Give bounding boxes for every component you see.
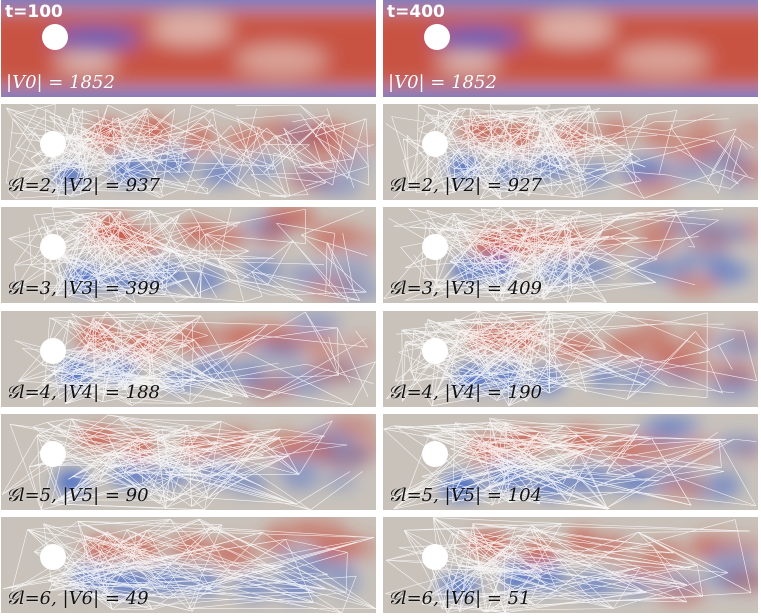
graph-level-panel: 𝒢l=3, |V3| = 399 bbox=[1, 207, 376, 303]
graph-level-panel: 𝒢l=2, |V2| = 927 bbox=[383, 104, 758, 200]
graph-level-label: 𝒢l=6, |V6| = 49 bbox=[6, 588, 149, 609]
graph-level-panel: 𝒢l=3, |V3| = 409 bbox=[383, 207, 758, 303]
flow-field-image bbox=[1, 0, 376, 97]
graph-overlay-image bbox=[383, 207, 758, 303]
graph-level-panel: 𝒢l=5, |V5| = 90 bbox=[1, 414, 376, 510]
graph-level-panel: 𝒢l=4, |V4| = 188 bbox=[1, 311, 376, 407]
graph-overlay-image bbox=[1, 517, 376, 613]
graph-level-label: 𝒢l=2, |V2| = 937 bbox=[6, 175, 161, 196]
graph-level-panel: 𝒢l=2, |V2| = 937 bbox=[1, 104, 376, 200]
graph-level-label: 𝒢l=3, |V3| = 409 bbox=[388, 278, 543, 299]
graph-overlay-image bbox=[383, 311, 758, 407]
graph-overlay-image bbox=[1, 311, 376, 407]
graph-level-label: 𝒢l=4, |V4| = 190 bbox=[388, 382, 543, 403]
node-count-label: |V0| = 1852 bbox=[388, 72, 497, 93]
time-label: t=400 bbox=[387, 2, 445, 22]
graph-level-label: 𝒢l=5, |V5| = 104 bbox=[388, 485, 543, 506]
graph-level-label: 𝒢l=2, |V2| = 927 bbox=[388, 175, 543, 196]
graph-overlay-image bbox=[1, 104, 376, 200]
graph-overlay-image bbox=[383, 104, 758, 200]
graph-level-label: 𝒢l=4, |V4| = 188 bbox=[6, 382, 161, 403]
graph-overlay-image bbox=[383, 517, 758, 613]
graph-level-panel: 𝒢l=6, |V6| = 49 bbox=[1, 517, 376, 613]
flow-field-panel: t=100 |V0| = 1852 bbox=[1, 0, 376, 97]
time-label: t=100 bbox=[5, 2, 63, 22]
graph-level-panel: 𝒢l=6, |V6| = 51 bbox=[383, 517, 758, 613]
flow-field-panel: t=400 |V0| = 1852 bbox=[383, 0, 758, 97]
graph-level-label: 𝒢l=3, |V3| = 399 bbox=[6, 278, 161, 299]
graph-level-panel: 𝒢l=5, |V5| = 104 bbox=[383, 414, 758, 510]
graph-overlay-image bbox=[1, 414, 376, 510]
flow-field-image bbox=[383, 0, 758, 97]
graph-overlay-image bbox=[383, 414, 758, 510]
graph-level-label: 𝒢l=6, |V6| = 51 bbox=[388, 588, 531, 609]
node-count-label: |V0| = 1852 bbox=[6, 72, 115, 93]
graph-level-panel: 𝒢l=4, |V4| = 190 bbox=[383, 311, 758, 407]
graph-level-label: 𝒢l=5, |V5| = 90 bbox=[6, 485, 149, 506]
graph-overlay-image bbox=[1, 207, 376, 303]
